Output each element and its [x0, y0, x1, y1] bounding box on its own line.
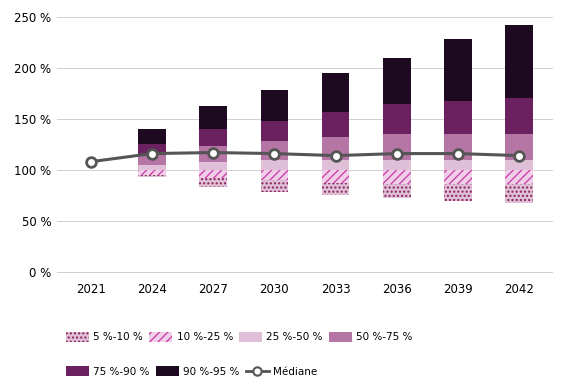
Bar	[383, 134, 410, 160]
Bar	[138, 170, 166, 175]
Bar	[322, 137, 349, 160]
Bar	[383, 57, 410, 104]
Bar	[138, 144, 166, 155]
Bar	[383, 170, 410, 184]
Bar	[200, 146, 227, 162]
Bar	[383, 160, 410, 170]
Bar	[444, 184, 472, 201]
Bar	[138, 175, 166, 177]
Bar	[506, 25, 533, 99]
Bar	[260, 141, 288, 160]
Bar	[322, 73, 349, 112]
Bar	[260, 160, 288, 170]
Bar	[506, 99, 533, 134]
Legend: 75 %-90 %, 90 %-95 %, Médiane: 75 %-90 %, 90 %-95 %, Médiane	[62, 362, 321, 381]
Bar	[260, 180, 288, 192]
Bar	[200, 162, 227, 170]
Bar	[200, 129, 227, 146]
Bar	[138, 165, 166, 170]
Bar	[506, 160, 533, 170]
Bar	[260, 170, 288, 180]
Bar	[260, 121, 288, 141]
Bar	[444, 160, 472, 170]
Bar	[138, 155, 166, 165]
Bar	[506, 184, 533, 203]
Bar	[138, 129, 166, 144]
Bar	[200, 170, 227, 178]
Bar	[444, 134, 472, 160]
Bar	[322, 160, 349, 170]
Bar	[444, 102, 472, 134]
Bar	[506, 170, 533, 184]
Bar	[200, 178, 227, 187]
Bar	[383, 184, 410, 198]
Bar	[322, 170, 349, 183]
Bar	[200, 105, 227, 129]
Bar	[383, 104, 410, 134]
Bar	[260, 90, 288, 121]
Bar	[322, 112, 349, 137]
Bar	[444, 170, 472, 184]
Bar	[506, 134, 533, 160]
Bar	[444, 39, 472, 102]
Bar	[322, 183, 349, 196]
